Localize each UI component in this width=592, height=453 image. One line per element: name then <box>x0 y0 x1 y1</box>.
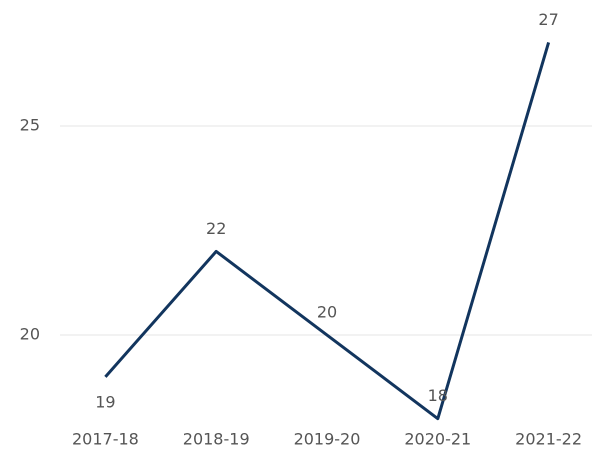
line <box>104 41 551 421</box>
x-tick-label: 2018-19 <box>183 430 250 449</box>
data-label: 18 <box>428 386 448 405</box>
x-tick-label: 2020-21 <box>404 430 471 449</box>
data-label: 27 <box>538 10 558 29</box>
data-label: 22 <box>206 219 226 238</box>
y-tick-label: 20 <box>20 325 40 344</box>
x-tick-label: 2019-20 <box>294 430 361 449</box>
y-tick-label: 25 <box>20 116 40 135</box>
x-tick-label: 2017-18 <box>72 430 139 449</box>
x-tick-label: 2021-22 <box>515 430 582 449</box>
data-label: 20 <box>317 303 337 322</box>
data-label: 19 <box>95 392 115 411</box>
